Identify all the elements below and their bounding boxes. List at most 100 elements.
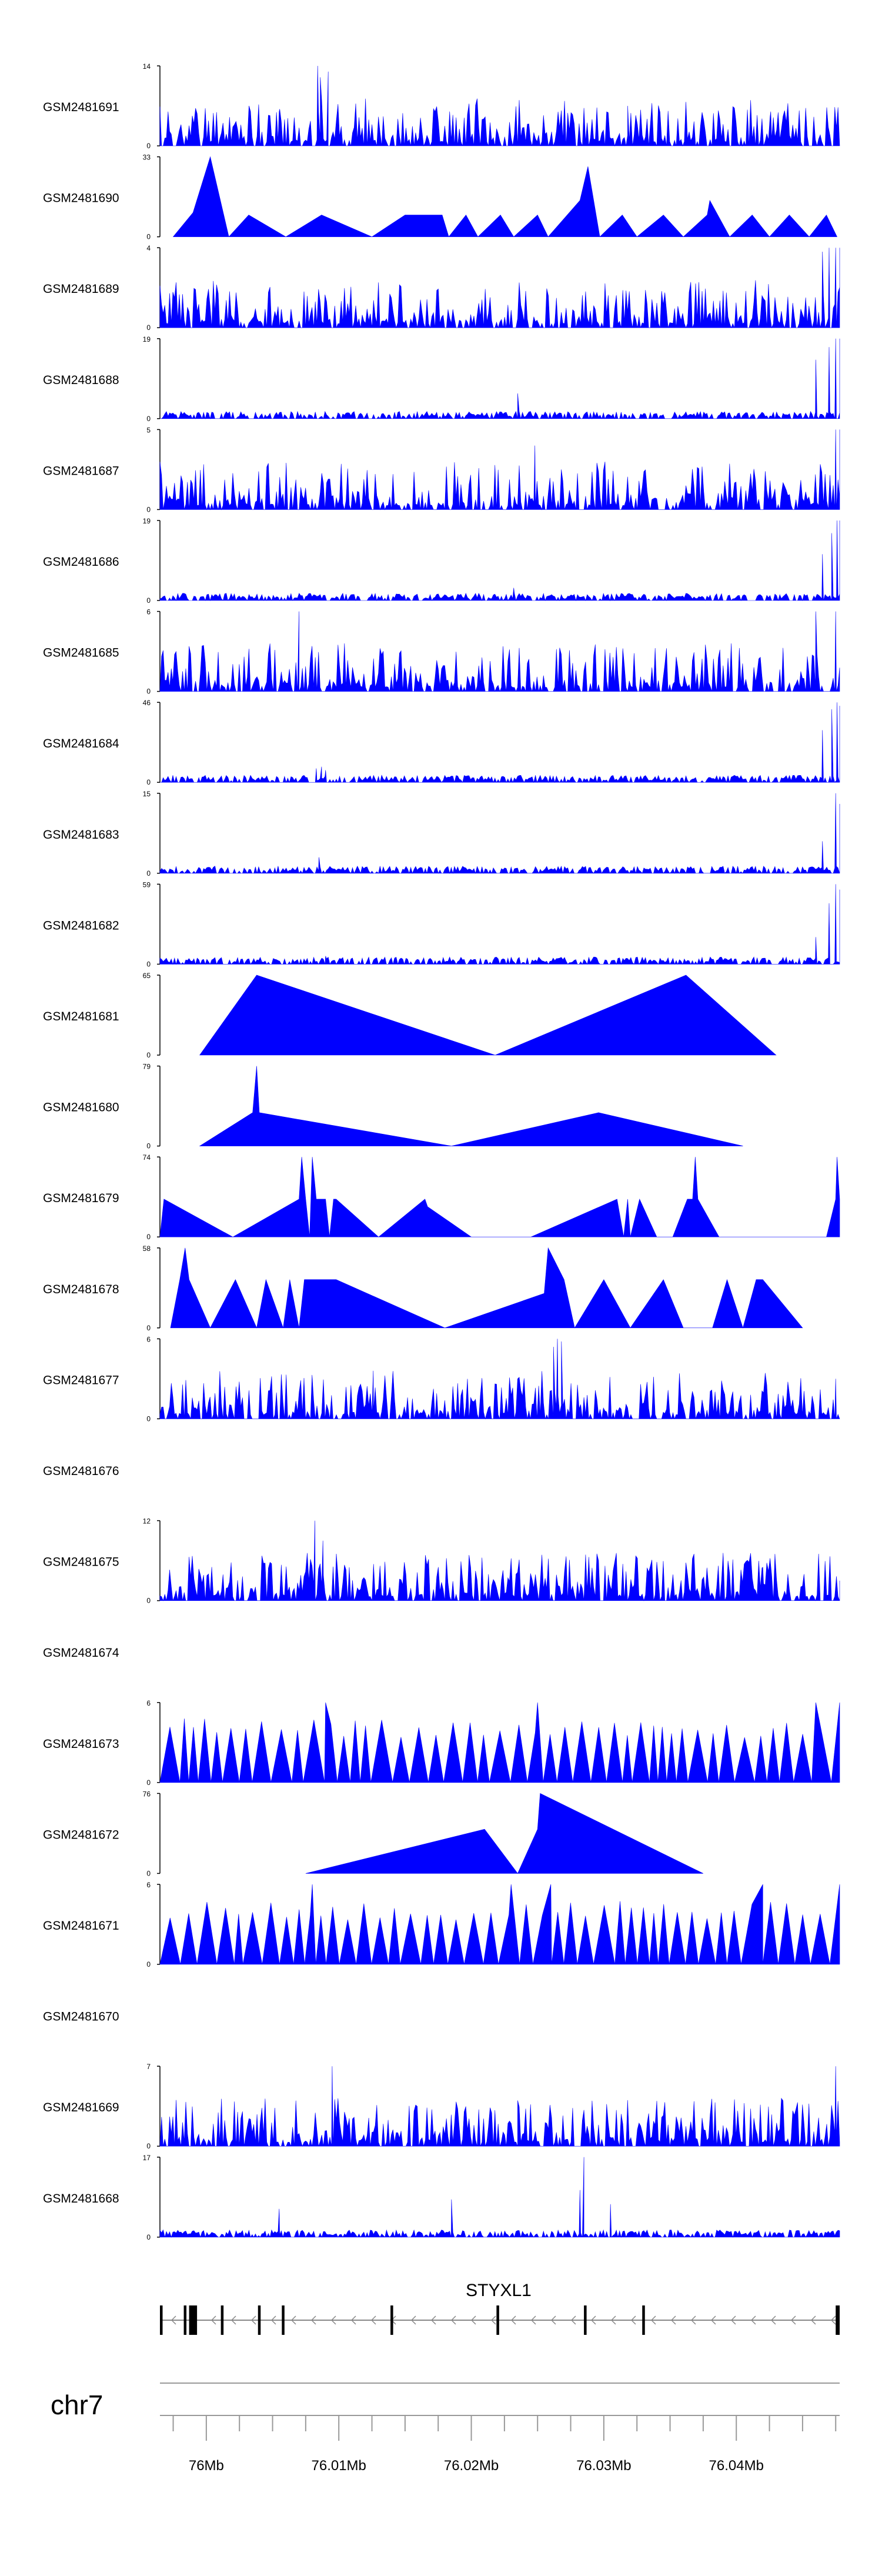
track-label: GSM2481690	[43, 192, 119, 205]
y-max-label: 33	[143, 154, 151, 162]
y-min-label: 0	[146, 688, 151, 696]
y-min-label: 0	[146, 778, 151, 786]
strand-arrow	[230, 2315, 236, 2325]
track-GSM2481690: GSM2481690 33 0	[43, 154, 837, 241]
y-min-label: 0	[146, 2142, 151, 2150]
strand-arrow	[450, 2315, 456, 2325]
track-GSM2481678: GSM2481678 58 0	[43, 1244, 803, 1332]
gene-track: STYXL1	[160, 2281, 840, 2335]
track-label: GSM2481688	[43, 373, 119, 387]
strand-arrow	[810, 2315, 816, 2325]
y-max-label: 15	[143, 790, 151, 798]
y-min-label: 0	[146, 960, 151, 968]
strand-arrow	[290, 2315, 296, 2325]
y-min-label: 0	[146, 1324, 151, 1332]
coverage-area	[159, 2157, 840, 2238]
strand-arrow	[550, 2315, 556, 2325]
strand-arrow	[370, 2315, 376, 2325]
track-GSM2481688: GSM2481688 19 0	[43, 335, 840, 423]
y-min-label: 0	[146, 142, 151, 150]
gene-exon	[189, 2305, 198, 2335]
y-max-label: 6	[146, 1335, 151, 1343]
track-label: GSM2481682	[43, 919, 119, 932]
track-GSM2481686: GSM2481686 19 0	[43, 517, 840, 605]
strand-arrow	[750, 2315, 756, 2325]
strand-arrow	[490, 2315, 496, 2325]
track-label: GSM2481670	[43, 2010, 119, 2024]
track-label: GSM2481683	[43, 828, 119, 842]
y-min-label: 0	[146, 1597, 151, 1605]
track-GSM2481671: GSM2481671 6 0	[43, 1881, 840, 1968]
strand-arrow	[250, 2315, 256, 2325]
track-GSM2481670: GSM2481670	[43, 2010, 119, 2024]
y-max-label: 46	[143, 699, 151, 707]
strand-arrow	[690, 2315, 696, 2325]
y-min-label: 0	[146, 1142, 151, 1150]
strand-arrow	[730, 2315, 736, 2325]
track-label: GSM2481668	[43, 2192, 119, 2205]
y-max-label: 76	[143, 1790, 151, 1798]
strand-arrow	[570, 2315, 576, 2325]
gene-exon	[282, 2305, 285, 2335]
track-GSM2481681: GSM2481681 65 0	[43, 972, 777, 1059]
track-GSM2481684: GSM2481684 46 0	[43, 699, 840, 786]
y-max-label: 59	[143, 880, 151, 889]
track-GSM2481674: GSM2481674	[43, 1646, 119, 1660]
coverage-area	[159, 520, 840, 602]
track-label: GSM2481686	[43, 555, 119, 569]
track-GSM2481685: GSM2481685 6 0	[43, 608, 840, 696]
coverage-area	[159, 2066, 840, 2147]
y-min-label: 0	[146, 505, 151, 513]
strand-arrow	[630, 2315, 636, 2325]
strand-arrow	[310, 2315, 316, 2325]
y-min-label: 0	[146, 596, 151, 605]
track-GSM2481689: GSM2481689 4 0	[43, 244, 840, 332]
track-label: GSM2481684	[43, 737, 119, 750]
track-GSM2481680: GSM2481680 79 0	[43, 1063, 743, 1150]
strand-arrow	[410, 2315, 416, 2325]
strand-arrow	[590, 2315, 596, 2325]
coverage-area	[172, 156, 837, 238]
coverage-area	[305, 1793, 704, 1874]
y-max-label: 6	[146, 1699, 151, 1707]
track-GSM2481691: GSM2481691 14 0	[43, 62, 840, 150]
y-max-label: 5	[146, 426, 151, 434]
strand-arrow	[790, 2315, 796, 2325]
gene-exon	[496, 2305, 499, 2335]
y-max-label: 79	[143, 1063, 151, 1071]
track-GSM2481672: GSM2481672 76 0	[43, 1790, 704, 1877]
strand-arrow	[510, 2315, 516, 2325]
chromosome-axis: chr7 76Mb 76.01Mb 76.02Mb 76.03Mb 76.04Mb	[51, 2383, 840, 2474]
y-min-label: 0	[146, 1233, 151, 1241]
strand-arrow	[330, 2315, 336, 2325]
track-GSM2481683: GSM2481683 15 0	[43, 790, 840, 877]
track-label: GSM2481672	[43, 1828, 119, 1841]
track-label: GSM2481675	[43, 1556, 119, 1569]
track-label: GSM2481674	[43, 1646, 119, 1660]
strand-arrow	[270, 2315, 276, 2325]
chromosome-label: chr7	[51, 2390, 103, 2420]
coverage-area	[159, 248, 840, 329]
strand-arrow	[650, 2315, 656, 2325]
coverage-area	[199, 975, 777, 1056]
strand-arrow	[770, 2315, 776, 2325]
track-GSM2481675: GSM2481675 12 0	[43, 1517, 840, 1605]
y-min-label: 0	[146, 233, 151, 241]
strand-arrow	[350, 2315, 356, 2325]
coverage-area	[159, 793, 840, 874]
track-GSM2481687: GSM2481687 5 0	[43, 426, 840, 513]
gene-exon	[160, 2305, 163, 2335]
track-GSM2481676: GSM2481676	[43, 1464, 119, 1478]
y-max-label: 19	[143, 335, 151, 343]
strand-arrow	[610, 2315, 616, 2325]
y-max-label: 17	[143, 2154, 151, 2162]
coverage-tracks: GSM2481691140GSM2481690330GSM248168940GS…	[43, 62, 840, 2241]
y-min-label: 0	[146, 869, 151, 877]
coverage-area	[160, 702, 840, 783]
track-label: GSM2481678	[43, 1283, 119, 1296]
track-label: GSM2481669	[43, 2101, 119, 2114]
y-max-label: 7	[146, 2063, 151, 2071]
strand-arrow	[670, 2315, 676, 2325]
coverage-area	[159, 65, 840, 147]
